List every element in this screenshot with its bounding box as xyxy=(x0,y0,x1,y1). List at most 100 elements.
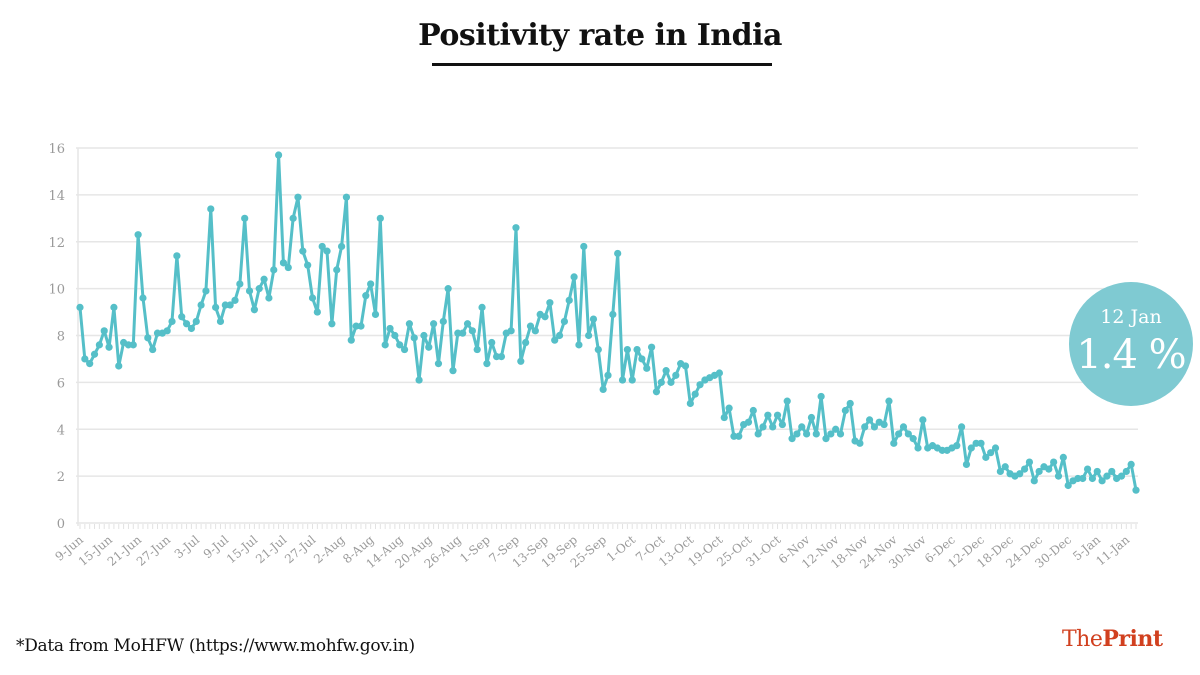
data-point xyxy=(914,444,922,452)
data-point xyxy=(284,263,292,272)
data-point xyxy=(226,301,234,309)
data-point xyxy=(1001,463,1009,471)
y-tick-label: 8 xyxy=(57,330,65,345)
data-point xyxy=(279,259,288,267)
data-point xyxy=(430,320,438,328)
data-point xyxy=(870,423,879,431)
data-point xyxy=(90,350,99,358)
data-point xyxy=(405,320,413,328)
x-axis: 9-Jun15-Jun21-Jun27-Jun3-Jul9-Jul15-Jul2… xyxy=(52,524,1137,571)
data-point xyxy=(270,266,278,274)
data-point xyxy=(987,449,995,457)
y-tick-label: 12 xyxy=(48,236,65,251)
data-point xyxy=(546,299,554,307)
data-point xyxy=(633,345,641,354)
data-point xyxy=(182,320,191,328)
data-point xyxy=(967,444,975,452)
data-point xyxy=(250,306,258,314)
data-point xyxy=(308,294,317,302)
data-point xyxy=(149,345,157,354)
data-point xyxy=(570,273,578,281)
latest-value-badge: 12 Jan 1.4 % xyxy=(1069,282,1193,406)
data-point xyxy=(231,296,239,304)
data-point xyxy=(333,266,341,274)
data-point xyxy=(657,378,665,386)
data-point xyxy=(400,345,409,354)
data-point xyxy=(173,252,181,260)
data-point xyxy=(1088,474,1097,483)
series-line xyxy=(78,153,1138,491)
data-point xyxy=(497,352,506,361)
data-point xyxy=(376,214,384,222)
brand-name: Print xyxy=(1102,626,1163,652)
data-point xyxy=(1064,481,1072,490)
data-point xyxy=(919,416,927,424)
data-point xyxy=(468,327,476,335)
data-point xyxy=(696,381,704,389)
data-point xyxy=(522,338,530,347)
data-point xyxy=(367,280,375,288)
data-point xyxy=(1083,465,1092,473)
data-point xyxy=(255,285,263,293)
y-tick-label: 10 xyxy=(48,283,65,298)
data-point xyxy=(1132,486,1140,494)
data-point xyxy=(691,390,699,398)
data-point xyxy=(1020,465,1029,473)
data-point xyxy=(817,392,825,401)
data-point xyxy=(1030,477,1038,485)
data-point xyxy=(420,331,428,340)
data-point xyxy=(473,345,481,354)
data-point xyxy=(832,425,840,433)
data-point xyxy=(672,371,680,379)
data-point xyxy=(1127,460,1135,469)
data-point xyxy=(880,420,888,429)
data-point xyxy=(1117,472,1126,480)
y-tick-label: 0 xyxy=(57,517,65,532)
data-point xyxy=(1122,467,1130,476)
y-tick-label: 6 xyxy=(57,376,65,391)
data-point xyxy=(715,369,724,377)
data-point xyxy=(962,460,971,469)
data-point xyxy=(609,310,617,319)
data-point xyxy=(396,341,404,349)
badge-date: 12 Jan xyxy=(1100,306,1162,328)
data-point xyxy=(76,303,84,311)
data-point xyxy=(841,406,849,415)
data-point xyxy=(105,343,113,351)
data-point xyxy=(507,327,515,335)
data-point xyxy=(425,343,433,351)
data-point xyxy=(599,385,607,394)
data-point xyxy=(289,214,297,222)
data-point xyxy=(449,367,457,375)
data-point xyxy=(604,371,612,379)
data-point xyxy=(890,439,898,447)
data-point xyxy=(488,338,496,347)
gridlines xyxy=(76,147,1138,524)
data-point xyxy=(517,357,525,365)
data-point xyxy=(483,360,491,368)
data-point xyxy=(643,364,651,372)
data-point xyxy=(178,313,186,321)
data-point xyxy=(391,331,399,340)
data-point xyxy=(744,418,753,426)
data-point xyxy=(773,411,782,419)
data-point xyxy=(788,435,796,443)
data-point xyxy=(381,341,389,349)
data-point xyxy=(139,294,147,302)
data-point xyxy=(667,378,675,386)
data-point xyxy=(168,317,176,326)
data-point xyxy=(1050,458,1058,466)
data-point xyxy=(245,287,254,295)
data-point xyxy=(241,214,249,222)
data-point xyxy=(749,406,757,415)
data-point xyxy=(134,231,142,239)
data-point xyxy=(585,331,593,340)
data-point xyxy=(541,313,549,321)
brand-prefix: The xyxy=(1062,627,1103,652)
data-point xyxy=(294,193,302,201)
data-point xyxy=(638,355,646,363)
data-point xyxy=(304,261,312,269)
data-point xyxy=(415,376,423,384)
data-point xyxy=(1054,472,1063,480)
data-point xyxy=(996,467,1004,476)
